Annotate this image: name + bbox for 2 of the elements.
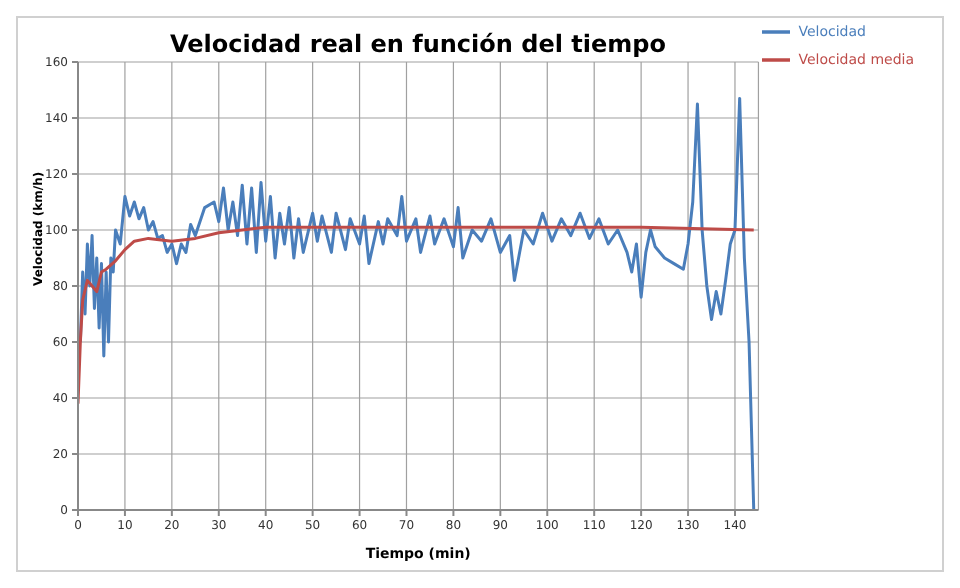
chart-title: Velocidad real en función del tiempo xyxy=(170,30,666,58)
line-series xyxy=(78,225,756,406)
